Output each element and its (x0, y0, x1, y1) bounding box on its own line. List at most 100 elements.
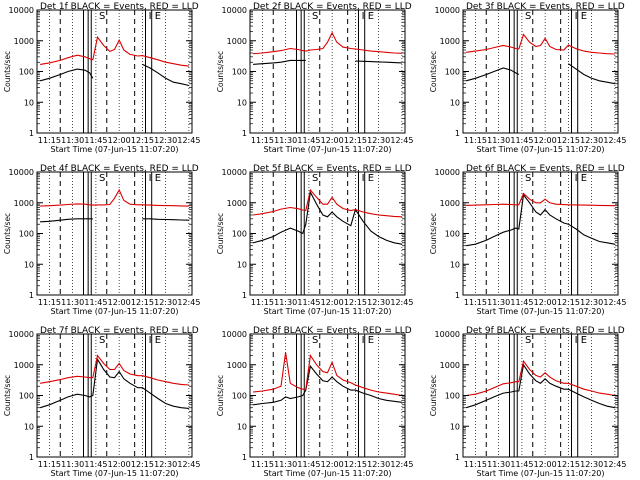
x-tick-label: 12:30 (154, 298, 177, 307)
marker-e: E (155, 11, 161, 22)
x-tick-label: 11:30 (61, 136, 84, 145)
y-tick-label: 1 (455, 453, 460, 462)
x-tick-label: 11:15 (464, 460, 487, 469)
y-tick-label: 1000 (227, 361, 247, 370)
y-tick-label: 1000 (14, 37, 34, 46)
marker-s: S (99, 173, 105, 184)
marker-s: S (525, 173, 531, 184)
y-axis-label: Counts/sec (216, 375, 225, 416)
x-tick-label: 12:45 (603, 460, 626, 469)
series-lld (40, 354, 189, 386)
y-tick-label: 1000 (227, 37, 247, 46)
x-tick-label: 12:45 (177, 298, 200, 307)
y-tick-label: 10000 (222, 330, 247, 339)
x-tick-label: 12:00 (534, 298, 557, 307)
y-tick-label: 100 (232, 68, 247, 77)
x-tick-label: 12:15 (557, 298, 580, 307)
x-axis-label: Start Time (07-Jun-15 11:07:20) (264, 307, 392, 316)
y-tick-label: 1 (29, 453, 34, 462)
y-axis-label: Counts/sec (3, 51, 12, 92)
y-axis-label: Counts/sec (216, 213, 225, 254)
x-tick-label: 11:15 (464, 136, 487, 145)
marker-s: S (312, 173, 318, 184)
marker-i: I (575, 11, 578, 22)
marker-i: I (575, 335, 578, 346)
y-tick-label: 10000 (435, 168, 460, 177)
x-tick-label: 12:00 (321, 460, 344, 469)
panel-title: Det 4f BLACK = Events, RED = LLD (40, 164, 199, 174)
x-tick-label: 11:45 (84, 136, 107, 145)
x-tick-label: 12:45 (390, 298, 413, 307)
series-events (465, 63, 616, 85)
marker-e: E (581, 335, 587, 346)
marker-e: E (155, 173, 161, 184)
x-tick-label: 11:45 (297, 460, 320, 469)
x-tick-label: 12:15 (557, 136, 580, 145)
series-events (39, 357, 189, 409)
x-tick-label: 12:30 (580, 460, 603, 469)
series-events (466, 193, 615, 247)
marker-s: S (99, 11, 105, 22)
x-axis-label: Start Time (07-Jun-15 11:07:20) (477, 145, 605, 154)
x-tick-label: 12:00 (108, 460, 131, 469)
y-tick-label: 1 (29, 129, 34, 138)
x-tick-label: 11:15 (38, 136, 61, 145)
marker-s: S (312, 11, 318, 22)
y-tick-label: 100 (232, 230, 247, 239)
x-tick-label: 11:45 (297, 136, 320, 145)
y-tick-label: 1000 (440, 37, 460, 46)
marker-s: S (525, 335, 531, 346)
series-lld (253, 31, 402, 55)
x-tick-label: 11:15 (251, 460, 274, 469)
panel-title: Det 6f BLACK = Events, RED = LLD (466, 164, 625, 174)
x-tick-label: 12:30 (367, 460, 390, 469)
y-tick-label: 10 (450, 98, 460, 107)
y-tick-label: 100 (232, 392, 247, 401)
x-tick-label: 12:45 (390, 460, 413, 469)
y-tick-label: 1 (455, 291, 460, 300)
marker-e: E (581, 11, 587, 22)
x-axis-label: Start Time (07-Jun-15 11:07:20) (264, 469, 392, 478)
panel-title: Det 5f BLACK = Events, RED = LLD (253, 164, 412, 174)
x-tick-label: 11:45 (510, 298, 533, 307)
x-tick-label: 11:30 (487, 136, 510, 145)
y-tick-label: 10 (24, 98, 34, 107)
x-tick-label: 12:45 (390, 136, 413, 145)
x-tick-label: 12:15 (131, 136, 154, 145)
y-tick-label: 1000 (14, 361, 34, 370)
marker-i: I (575, 173, 578, 184)
x-tick-label: 12:45 (177, 136, 200, 145)
y-axis-label: Counts/sec (429, 375, 438, 416)
y-tick-label: 10 (237, 98, 247, 107)
y-tick-label: 100 (445, 392, 460, 401)
y-tick-label: 10000 (9, 330, 34, 339)
series-events (253, 59, 402, 65)
y-tick-label: 1000 (227, 199, 247, 208)
x-tick-label: 12:00 (321, 136, 344, 145)
x-axis-label: Start Time (07-Jun-15 11:07:20) (51, 145, 179, 154)
x-tick-label: 12:45 (603, 136, 626, 145)
x-tick-label: 11:30 (274, 460, 297, 469)
marker-i: I (149, 173, 152, 184)
y-tick-label: 1000 (440, 361, 460, 370)
series-lld (253, 352, 402, 397)
y-tick-label: 100 (19, 230, 34, 239)
x-tick-label: 12:30 (154, 136, 177, 145)
marker-i: I (149, 11, 152, 22)
series-events (253, 364, 402, 406)
x-tick-label: 11:30 (274, 136, 297, 145)
marker-s: S (525, 11, 531, 22)
x-tick-label: 12:15 (344, 460, 367, 469)
y-tick-label: 1 (455, 129, 460, 138)
y-tick-label: 10000 (222, 6, 247, 15)
y-axis-label: Counts/sec (216, 51, 225, 92)
panel-title: Det 3f BLACK = Events, RED = LLD (466, 2, 625, 12)
marker-e: E (368, 11, 374, 22)
x-tick-label: 11:30 (61, 460, 84, 469)
y-tick-label: 100 (19, 68, 34, 77)
